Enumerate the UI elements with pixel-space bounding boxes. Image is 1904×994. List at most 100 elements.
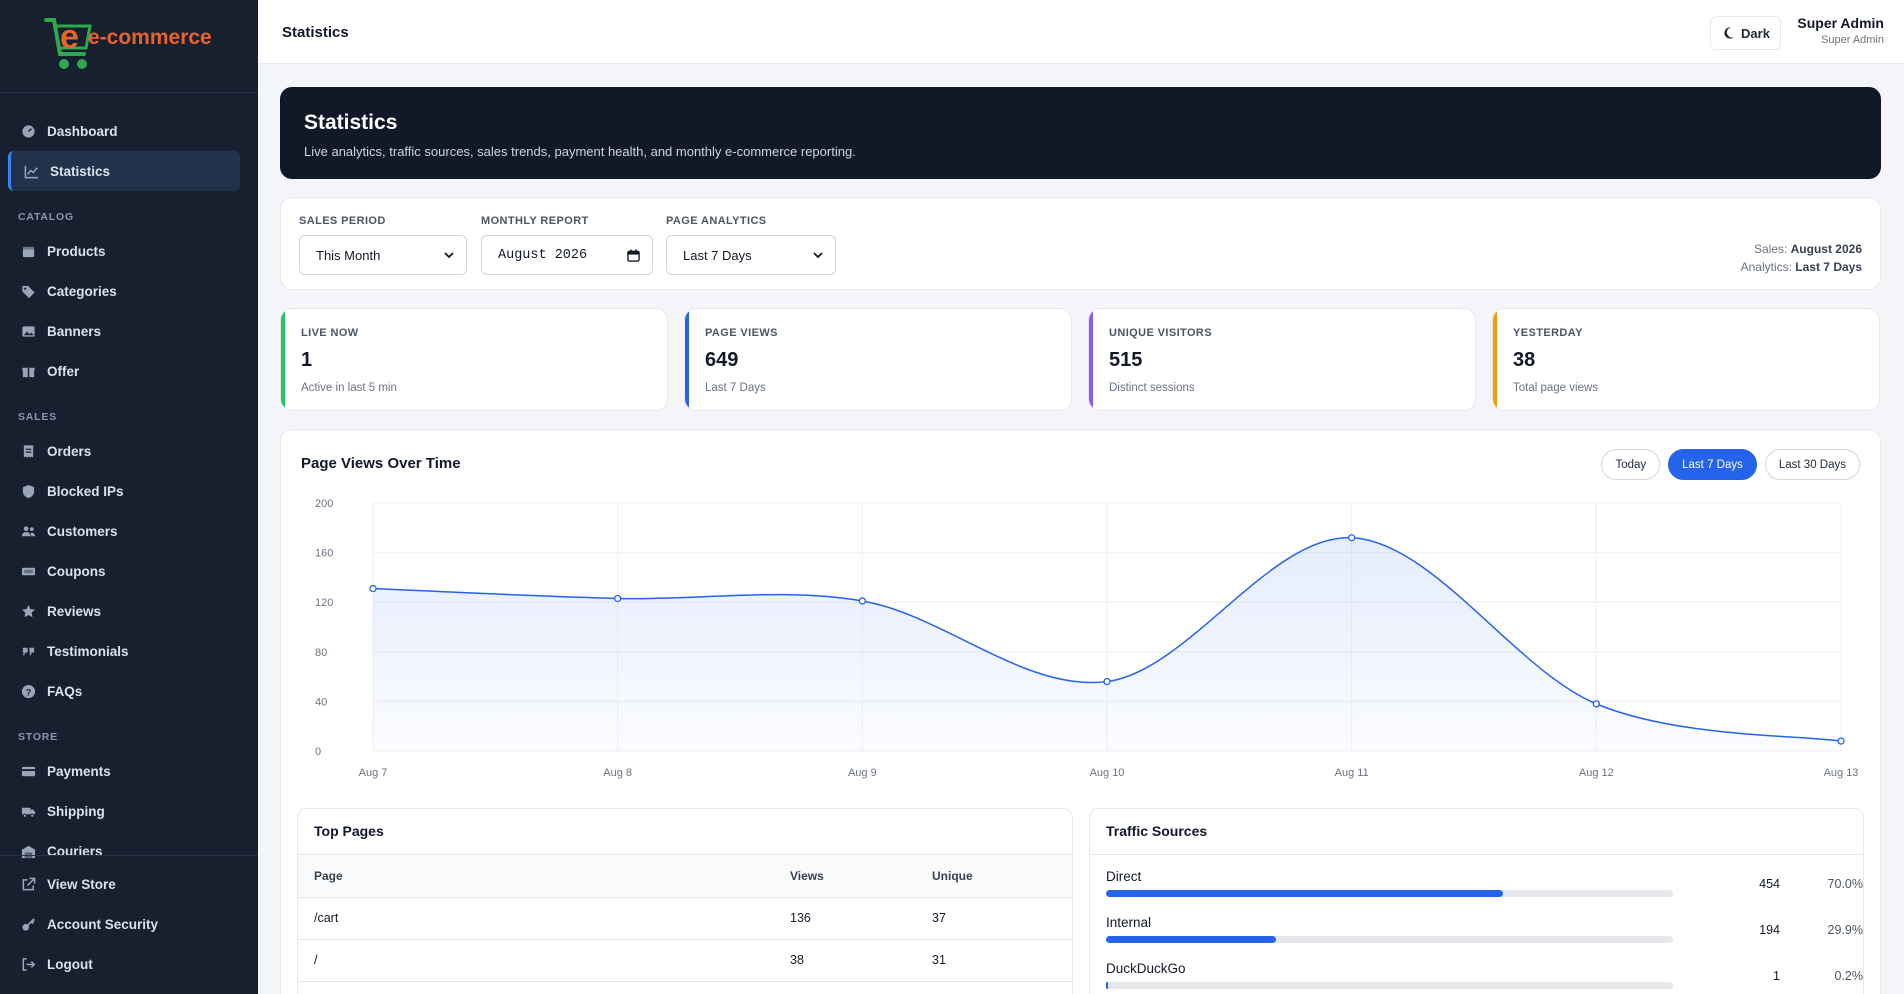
page-analytics-select[interactable]: Last 7 Days (666, 235, 836, 275)
theme-toggle-button[interactable]: Dark (1710, 16, 1781, 50)
range-button-today[interactable]: Today (1601, 449, 1661, 480)
traffic-source-bar (1106, 936, 1673, 943)
stat-card-accent (281, 309, 285, 410)
svg-text:e-commerce: e-commerce (88, 26, 212, 49)
traffic-source-name: Direct (1106, 869, 1142, 884)
calendar-icon[interactable] (627, 248, 640, 262)
filter-summary: Sales: August 2026 Analytics: Last 7 Day… (1741, 240, 1862, 276)
shield-icon (20, 483, 36, 499)
monthly-report-input[interactable]: August 2026 (481, 235, 653, 275)
sidebar-item-label: Products (47, 243, 106, 259)
tags-icon (20, 283, 36, 299)
sidebar-item-label: Couriers (47, 843, 103, 859)
sidebar-item-coupons[interactable]: Coupons (0, 551, 258, 591)
receipt-icon (20, 443, 36, 459)
unique-cell: 31 (916, 939, 1072, 982)
sidebar-item-orders[interactable]: Orders (0, 431, 258, 471)
stat-label: YESTERDAY (1513, 327, 1583, 339)
sidebar-item-logout[interactable]: Logout (0, 944, 258, 984)
page-analytics-value: Last 7 Days (683, 247, 752, 263)
user-name: Super Admin (1797, 15, 1884, 31)
users-icon (20, 523, 36, 539)
sidebar-item-label: Shipping (47, 803, 105, 819)
x-tick-label: Aug 10 (1090, 767, 1125, 779)
table-row[interactable]: / 38 31 (298, 939, 1072, 982)
sidebar-item-payments[interactable]: Payments (0, 751, 258, 791)
sidebar-item-shipping[interactable]: Shipping (0, 791, 258, 831)
shopping-cart-logo-icon: e e-commerce (44, 18, 212, 69)
traffic-source-count: 454 (1759, 877, 1780, 891)
sales-period-label: SALES PERIOD (299, 215, 386, 227)
quote-icon (20, 643, 36, 659)
sidebar-item-blocked-ips[interactable]: Blocked IPs (0, 471, 258, 511)
ticket-icon (20, 563, 36, 579)
range-button-last-7-days[interactable]: Last 7 Days (1668, 449, 1757, 480)
summary-sales-value: August 2026 (1790, 242, 1862, 256)
chevron-down-icon (444, 251, 454, 258)
sidebar-item-customers[interactable]: Customers (0, 511, 258, 551)
sidebar-item-couriers[interactable]: Couriers (0, 831, 258, 871)
sidebar-item-banners[interactable]: Banners (0, 311, 258, 351)
stat-subtext: Total page views (1513, 382, 1599, 394)
sidebar-item-label: Categories (47, 283, 117, 299)
table-row[interactable]: /cart 136 37 (298, 897, 1072, 940)
unique-cell: 37 (916, 897, 1072, 940)
traffic-source-bar-fill (1106, 982, 1109, 989)
x-tick-label: Aug 12 (1579, 767, 1614, 779)
sidebar-item-label: FAQs (47, 683, 83, 699)
sidebar: e e-commerce Dashboard Statistics CATALOG P… (0, 0, 258, 994)
traffic-source-bar-fill (1106, 890, 1503, 897)
sales-period-select[interactable]: This Month (299, 235, 467, 275)
traffic-source-name: DuckDuckGo (1106, 961, 1186, 976)
brand-logo[interactable]: e e-commerce (0, 0, 258, 93)
stat-subtext: Active in last 5 min (301, 382, 397, 394)
stat-card-accent (1089, 309, 1093, 410)
credit-card-icon (20, 763, 36, 779)
range-buttons: Today Last 7 Days Last 30 Days (1601, 449, 1860, 480)
sidebar-bottom-nav: View Store Account Security Logout (0, 855, 258, 984)
sales-period-value: This Month (316, 247, 381, 263)
stat-card-page-views: PAGE VIEWS 649 Last 7 Days (684, 308, 1072, 411)
sidebar-item-faqs[interactable]: ? FAQs (0, 671, 258, 711)
x-tick-label: Aug 11 (1335, 767, 1369, 779)
sidebar-item-dashboard[interactable]: Dashboard (0, 111, 258, 151)
dashboard-icon (20, 123, 36, 139)
truck-icon (20, 803, 36, 819)
sidebar-item-offer[interactable]: Offer (0, 351, 258, 391)
data-point (614, 594, 622, 603)
chevron-down-icon (813, 251, 823, 258)
page-analytics-filter: PAGE ANALYTICS Last 7 Days (666, 215, 836, 275)
stat-label: LIVE NOW (301, 327, 359, 339)
top-pages-table: Page Views Unique /cart 136 37 / 38 31 (298, 855, 1072, 982)
sidebar-item-label: Offer (47, 363, 80, 379)
sidebar-item-label: Coupons (47, 563, 106, 579)
stat-card-yesterday: YESTERDAY 38 Total page views (1492, 308, 1880, 411)
sidebar-item-statistics[interactable]: Statistics (8, 151, 240, 191)
sidebar-item-label: Account Security (47, 916, 159, 932)
sidebar-item-label: Customers (47, 523, 118, 539)
sidebar-item-label: Banners (47, 323, 102, 339)
traffic-source-row: Direct 454 70.0% (1090, 855, 1863, 901)
stat-value: 649 (705, 349, 739, 371)
x-tick-label: Aug 13 (1824, 767, 1859, 779)
sidebar-item-reviews[interactable]: Reviews (0, 591, 258, 631)
traffic-source-count: 1 (1773, 969, 1780, 983)
sidebar-item-label: View Store (47, 876, 116, 892)
summary-sales-label: Sales: (1753, 242, 1788, 256)
hero-title: Statistics (304, 111, 398, 134)
traffic-source-bar-fill (1106, 936, 1276, 943)
user-menu[interactable]: Super Admin Super Admin (1797, 15, 1884, 46)
sidebar-item-products[interactable]: Products (0, 231, 258, 271)
monthly-report-filter: MONTHLY REPORT August 2026 (481, 215, 653, 275)
stat-label: UNIQUE VISITORS (1109, 327, 1212, 339)
sidebar-item-categories[interactable]: Categories (0, 271, 258, 311)
key-icon (20, 916, 36, 932)
sidebar-item-account-security[interactable]: Account Security (0, 904, 258, 944)
data-point (369, 584, 377, 593)
y-tick-label: 40 (315, 696, 327, 708)
statistics-hero: Statistics Live analytics, traffic sourc… (280, 87, 1881, 179)
sidebar-item-testimonials[interactable]: Testimonials (0, 631, 258, 671)
top-pages-title: Top Pages (298, 809, 1072, 855)
sidebar-item-view-store[interactable]: View Store (0, 864, 258, 904)
range-button-last-30-days[interactable]: Last 30 Days (1764, 449, 1860, 480)
